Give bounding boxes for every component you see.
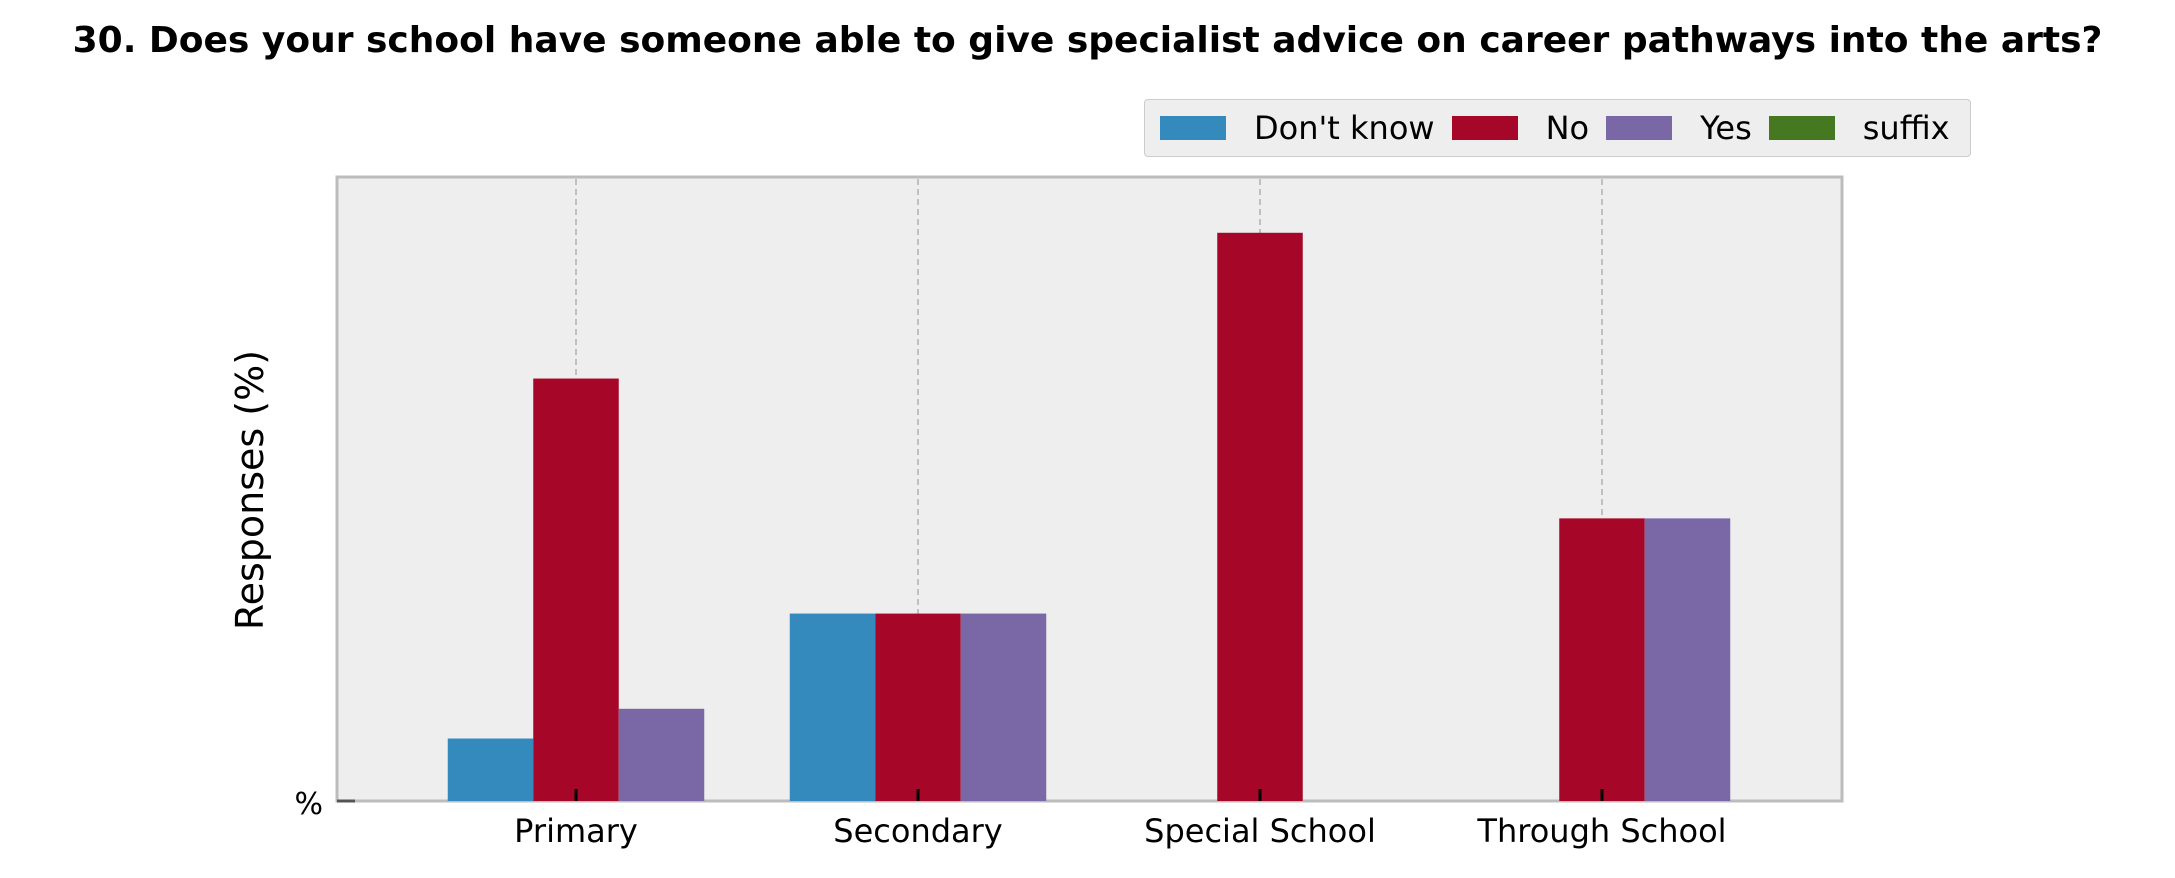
legend-label: No	[1545, 109, 1590, 147]
y-tick-label: %	[294, 787, 323, 822]
bar	[789, 613, 876, 801]
x-tick-label: Primary	[514, 812, 638, 850]
bar	[1644, 518, 1731, 801]
y-axis-label: Responses (%)	[228, 349, 272, 631]
legend-label: Don't know	[1254, 109, 1435, 147]
bar	[1559, 518, 1645, 801]
x-tick-label: Secondary	[833, 812, 1002, 850]
bar	[1217, 232, 1303, 801]
chart-title: 30. Does your school have someone able t…	[72, 20, 2103, 61]
legend-swatch	[1160, 116, 1226, 140]
legend-swatch	[1451, 116, 1518, 140]
bar	[447, 738, 534, 801]
legend-label: suffix	[1862, 109, 1950, 147]
x-tick-label: Through School	[1476, 812, 1726, 850]
axis-layer: Primary Secondary Special School Through Sc…	[294, 787, 1726, 850]
bar	[960, 613, 1047, 801]
legend-swatch	[1606, 116, 1673, 140]
legend-swatch	[1768, 116, 1835, 140]
bars-layer	[447, 232, 1731, 801]
legend-item: No	[1451, 109, 1590, 147]
legend: Don't know No Yes suffix	[1144, 99, 1971, 157]
bar	[533, 378, 619, 801]
legend-label: Yes	[1700, 109, 1752, 147]
legend-item: suffix	[1768, 109, 1950, 147]
legend-item: Don't know	[1160, 109, 1435, 147]
x-tick-label: Special School	[1144, 812, 1376, 850]
bar	[875, 613, 961, 801]
legend-item: Yes	[1606, 109, 1752, 147]
bar	[618, 708, 705, 801]
